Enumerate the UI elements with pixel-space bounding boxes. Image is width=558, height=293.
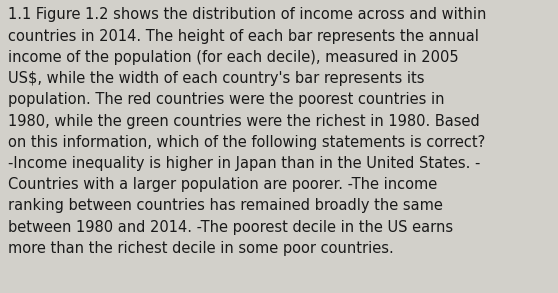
Text: 1.1 Figure 1.2 shows the distribution of income across and within
countries in 2: 1.1 Figure 1.2 shows the distribution of… — [8, 7, 487, 256]
